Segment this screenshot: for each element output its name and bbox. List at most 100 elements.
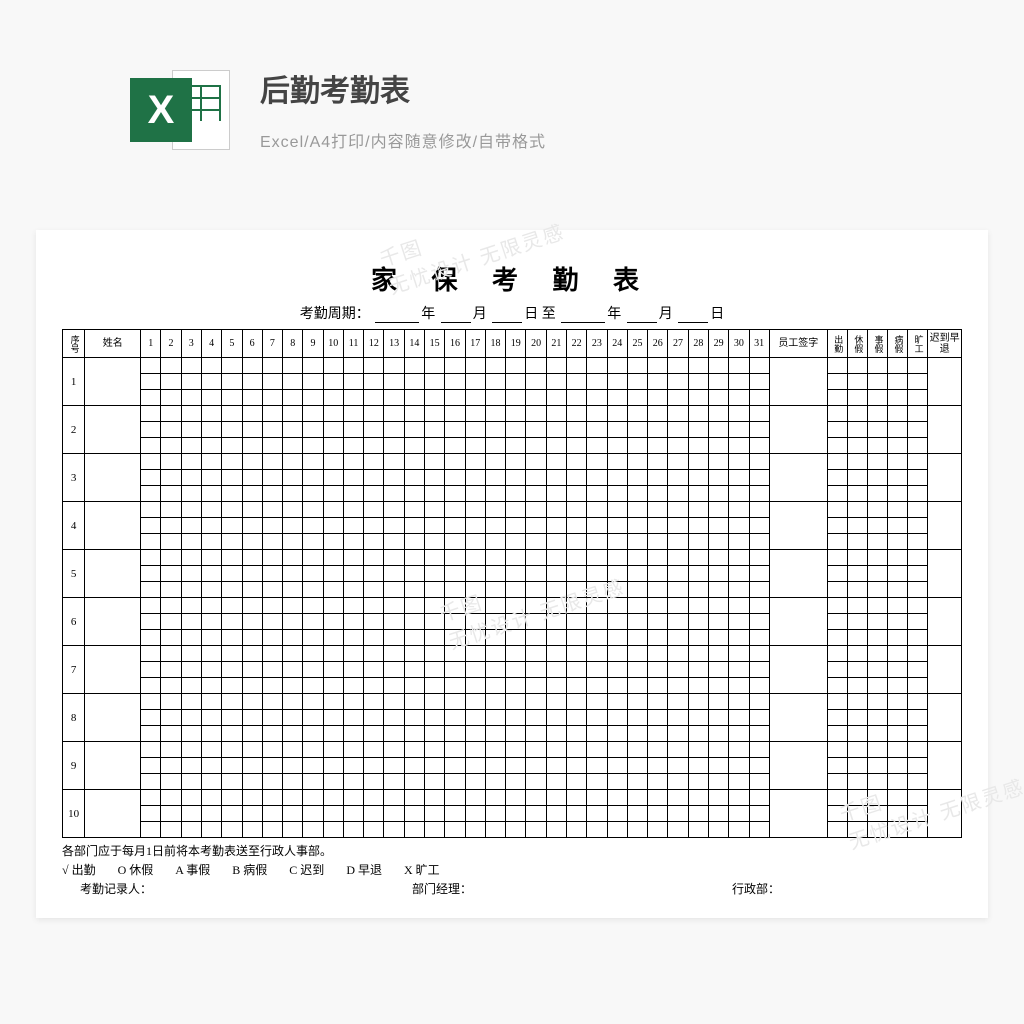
cell-day [364, 470, 384, 486]
cell-day [445, 422, 465, 438]
cell-day [668, 390, 688, 406]
template-header: X 后勤考勤表 Excel/A4打印/内容随意修改/自带格式 [0, 0, 1024, 190]
cell-day [648, 486, 668, 502]
cell-day [648, 518, 668, 534]
cell-stat [867, 566, 887, 582]
cell-day [587, 374, 607, 390]
cell-day [161, 646, 181, 662]
cell-day [445, 694, 465, 710]
cell-day [668, 726, 688, 742]
cell-day [445, 678, 465, 694]
col-day: 17 [465, 330, 485, 358]
cell-day [506, 598, 526, 614]
cell-day [526, 422, 546, 438]
cell-late [928, 502, 962, 550]
cell-day [222, 422, 242, 438]
cell-day [668, 518, 688, 534]
cell-day [425, 774, 445, 790]
cell-day [425, 358, 445, 374]
cell-stat [888, 646, 908, 662]
cell-seq: 7 [63, 646, 85, 694]
cell-day [384, 742, 404, 758]
cell-day [648, 502, 668, 518]
cell-day [404, 678, 424, 694]
cell-day [546, 534, 566, 550]
legend-item: O 休假 [118, 863, 154, 877]
cell-day [546, 758, 566, 774]
col-day: 13 [384, 330, 404, 358]
cell-day [607, 486, 627, 502]
cell-day [506, 822, 526, 838]
cell-day [627, 694, 647, 710]
cell-day [465, 678, 485, 694]
cell-day [141, 422, 161, 438]
cell-day [465, 630, 485, 646]
cell-day [587, 598, 607, 614]
cell-day [323, 534, 343, 550]
cell-day [161, 390, 181, 406]
cell-stat [847, 438, 867, 454]
cell-day [384, 694, 404, 710]
cell-day [749, 806, 769, 822]
cell-day [364, 566, 384, 582]
cell-day [627, 518, 647, 534]
cell-day [749, 486, 769, 502]
cell-day [161, 422, 181, 438]
cell-day [445, 726, 465, 742]
cell-day [729, 502, 749, 518]
cell-day [668, 374, 688, 390]
cell-day [384, 470, 404, 486]
cell-day [283, 742, 303, 758]
cell-day [607, 630, 627, 646]
cell-day [688, 662, 708, 678]
cell-day [303, 486, 323, 502]
cell-day [465, 598, 485, 614]
cell-day [627, 678, 647, 694]
col-day: 30 [729, 330, 749, 358]
cell-day [749, 390, 769, 406]
cell-day [567, 742, 587, 758]
cell-day [303, 438, 323, 454]
cell-day [425, 678, 445, 694]
cell-day [627, 774, 647, 790]
cell-day [201, 726, 221, 742]
cell-day [749, 774, 769, 790]
cell-day [404, 550, 424, 566]
cell-day [729, 518, 749, 534]
cell-day [627, 630, 647, 646]
cell-stat [847, 502, 867, 518]
cell-day [404, 566, 424, 582]
cell-day [425, 726, 445, 742]
cell-day [708, 710, 728, 726]
cell-day [648, 614, 668, 630]
cell-day [384, 438, 404, 454]
cell-day [283, 630, 303, 646]
cell-stat [847, 550, 867, 566]
cell-day [404, 534, 424, 550]
cell-day [201, 582, 221, 598]
table-row: 4 [63, 502, 962, 518]
cell-stat [827, 438, 847, 454]
cell-day [364, 694, 384, 710]
cell-day [141, 758, 161, 774]
attendance-period: 考勤周期： 年 月 日 至 年 月 日 [62, 303, 962, 323]
cell-stat [827, 502, 847, 518]
cell-day [141, 502, 161, 518]
cell-day [567, 694, 587, 710]
footer-instruction: 各部门应于每月1日前将本考勤表送至行政人事部。 [62, 842, 962, 861]
cell-day [526, 534, 546, 550]
cell-late [928, 598, 962, 646]
cell-day [688, 502, 708, 518]
cell-day [384, 358, 404, 374]
cell-stat [908, 566, 928, 582]
cell-day [688, 678, 708, 694]
cell-stat [847, 406, 867, 422]
cell-day [526, 550, 546, 566]
cell-day [607, 518, 627, 534]
cell-day [607, 614, 627, 630]
cell-day [526, 374, 546, 390]
cell-day [161, 502, 181, 518]
cell-day [425, 614, 445, 630]
cell-stat [888, 614, 908, 630]
cell-day [485, 502, 505, 518]
